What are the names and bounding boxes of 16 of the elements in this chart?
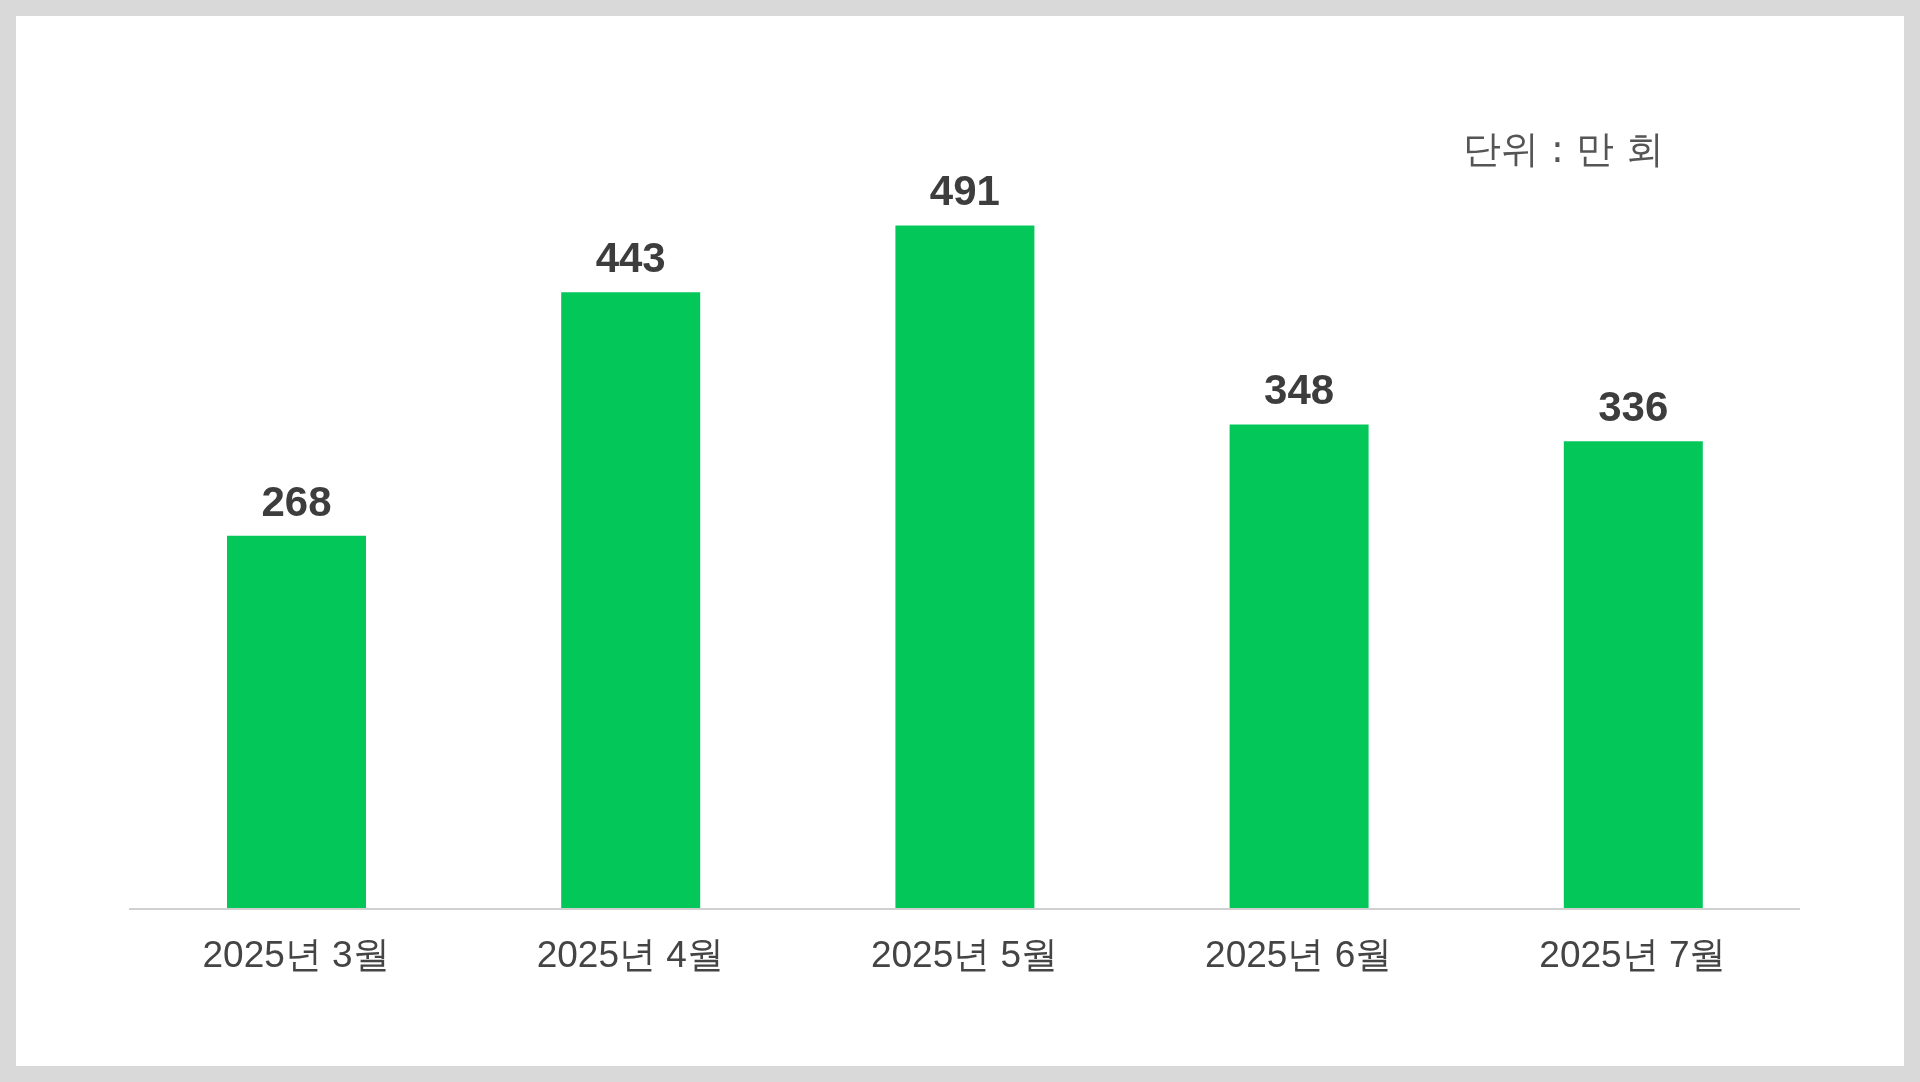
x-tick-label: 2025년 3월 [202,934,390,976]
data-label: 268 [261,477,332,525]
bar [561,292,701,909]
data-label: 348 [1264,366,1335,414]
bar [1563,441,1703,909]
x-tick-label: 2025년 6월 [1205,934,1393,976]
text: 단위 : 만 회 [1462,126,1664,173]
bar [895,225,1035,909]
bar [227,535,366,909]
x-tick-label: 2025년 5월 [870,934,1059,976]
bar [1229,424,1369,909]
data-label: 491 [929,167,1000,215]
x-tick-label: 2025년 7월 [1539,934,1727,976]
x-tick-label: 2025년 4월 [536,934,724,976]
data-label: 443 [595,234,666,282]
data-label: 336 [1598,383,1669,431]
